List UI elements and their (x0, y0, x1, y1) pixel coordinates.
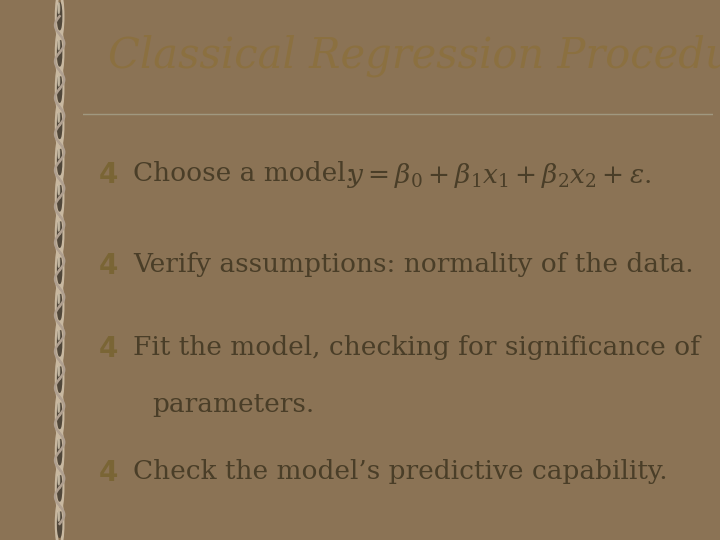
Circle shape (58, 438, 60, 449)
Circle shape (58, 220, 62, 247)
Circle shape (58, 3, 60, 14)
Circle shape (58, 39, 62, 66)
Circle shape (58, 184, 62, 211)
Circle shape (58, 474, 62, 501)
Circle shape (58, 365, 62, 392)
Circle shape (58, 329, 60, 340)
Circle shape (58, 293, 62, 320)
Text: Check the model’s predictive capability.: Check the model’s predictive capability. (133, 459, 668, 484)
Text: 4: 4 (99, 335, 118, 363)
Circle shape (58, 39, 60, 50)
Circle shape (58, 510, 60, 521)
Circle shape (58, 474, 60, 485)
Circle shape (58, 184, 60, 195)
Text: 4: 4 (99, 161, 118, 189)
Circle shape (58, 402, 62, 429)
Text: Classical Regression Procedure: Classical Regression Procedure (108, 34, 720, 77)
Text: Verify assumptions: normality of the data.: Verify assumptions: normality of the dat… (133, 252, 694, 277)
Circle shape (58, 148, 60, 159)
Text: parameters.: parameters. (152, 392, 315, 417)
Circle shape (58, 365, 60, 376)
Circle shape (58, 438, 62, 465)
Circle shape (58, 256, 60, 267)
Text: Fit the model, checking for significance of: Fit the model, checking for significance… (133, 335, 700, 360)
Circle shape (58, 256, 62, 284)
Circle shape (58, 329, 62, 356)
Circle shape (58, 75, 60, 86)
Circle shape (58, 402, 60, 413)
Text: 4: 4 (99, 459, 118, 487)
Text: $y = \beta_0 + \beta_1 x_1 + \beta_2 x_2 + \varepsilon.$: $y = \beta_0 + \beta_1 x_1 + \beta_2 x_2… (348, 161, 652, 190)
Circle shape (58, 510, 62, 537)
Circle shape (58, 111, 60, 122)
Circle shape (58, 75, 62, 102)
Circle shape (58, 293, 60, 303)
Circle shape (58, 3, 62, 30)
Circle shape (58, 111, 62, 138)
Circle shape (58, 148, 62, 175)
Text: 4: 4 (99, 252, 118, 280)
Text: Choose a model:: Choose a model: (133, 161, 363, 186)
Circle shape (58, 220, 60, 231)
